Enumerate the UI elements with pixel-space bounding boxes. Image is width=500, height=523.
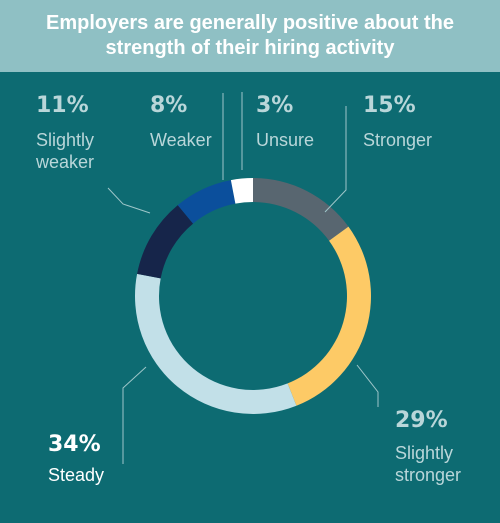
slice-slightly-stronger xyxy=(287,226,371,406)
leader-line-slightly-weaker xyxy=(107,187,151,214)
slice-stronger xyxy=(253,178,349,241)
value-label-slightly-stronger: 29% xyxy=(395,408,448,433)
slice-slightly-weaker xyxy=(137,205,194,279)
category-label-stronger: Stronger xyxy=(363,130,432,150)
leader-line-slightly-stronger xyxy=(356,364,379,407)
category-label-slightly-weaker-line-1: Slightly xyxy=(36,130,94,150)
value-label-slightly-weaker: 11% xyxy=(36,93,89,118)
value-label-stronger: 15% xyxy=(363,93,416,118)
category-label-unsure: Unsure xyxy=(256,130,314,150)
category-label-slightly-weaker-line-2: weaker xyxy=(35,152,94,172)
chart-title-band: Employers are generally positive about t… xyxy=(0,0,500,72)
leader-lines xyxy=(107,92,379,464)
value-label-unsure: 3% xyxy=(256,93,293,118)
slice-unsure xyxy=(230,177,253,204)
slice-labels: 15%Stronger29%Slightlystronger34%Steady1… xyxy=(35,93,461,485)
value-label-weaker: 8% xyxy=(150,93,187,118)
chart-title-line-2: strength of their hiring activity xyxy=(105,37,395,59)
leader-line-stronger xyxy=(324,106,347,213)
category-label-weaker: Weaker xyxy=(150,130,212,150)
slice-weaker xyxy=(177,180,236,224)
category-label-steady: Steady xyxy=(48,465,104,485)
category-label-slightly-stronger-line-2: stronger xyxy=(395,465,461,485)
value-label-steady: 34% xyxy=(48,432,101,457)
donut-slices xyxy=(135,177,371,414)
slice-steady xyxy=(135,273,297,414)
chart-title-line-1: Employers are generally positive about t… xyxy=(46,12,454,34)
leader-line-steady xyxy=(122,366,147,464)
category-label-slightly-stronger-line-1: Slightly xyxy=(395,443,453,463)
